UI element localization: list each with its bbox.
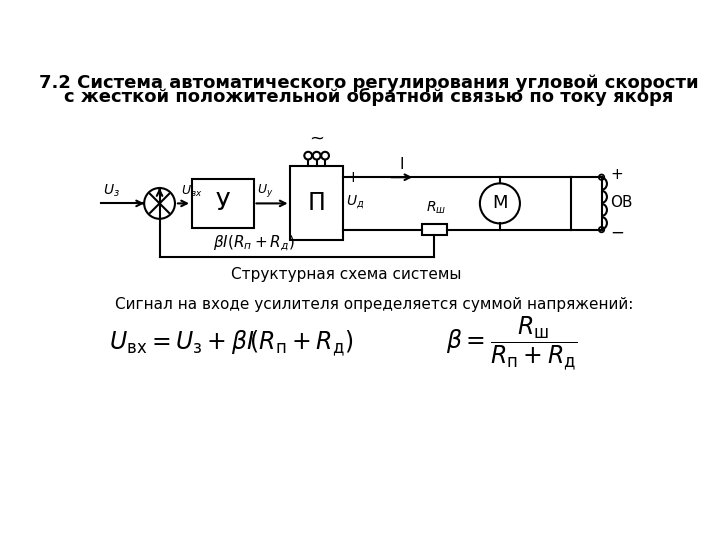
Text: 7.2 Система автоматического регулирования угловой скорости: 7.2 Система автоматического регулировани… [39,74,699,92]
Text: ~: ~ [309,129,324,147]
Text: $U_д$: $U_д$ [346,193,364,211]
Text: $U_з$: $U_з$ [102,183,120,199]
Text: П: П [307,191,325,214]
Text: $U_{вх}$: $U_{вх}$ [181,184,202,199]
Text: У: У [215,191,230,214]
Bar [422,224,447,235]
Text: −: − [346,220,360,239]
Text: М: М [492,194,508,212]
Text: −: − [610,224,624,242]
Text: I: I [399,157,404,172]
Text: +: + [611,167,624,181]
Text: с жесткой положительной обратной связью по току якоря: с жесткой положительной обратной связью … [64,88,674,106]
Bar [290,166,343,240]
Text: $\beta = \dfrac{R_{\rm ш}}{R_{\rm п} + R_{\rm д}}$: $\beta = \dfrac{R_{\rm ш}}{R_{\rm п} + R… [446,314,577,373]
Bar [192,179,253,228]
Text: Сигнал на входе усилителя определяется суммой напряжений:: Сигнал на входе усилителя определяется с… [115,298,634,312]
Text: $\beta I(R_п + R_д)$: $\beta I(R_п + R_д)$ [212,233,294,253]
Text: $U_у$: $U_у$ [256,182,273,199]
Text: Структурная схема системы: Структурная схема системы [230,267,461,281]
Text: +: + [346,170,359,185]
Text: $R_{ш}$: $R_{ш}$ [426,200,446,217]
Text: $U_{\rm вх} = U_{\rm з} + \beta I\!\left(R_{\rm п} + R_{\rm д}\right)$: $U_{\rm вх} = U_{\rm з} + \beta I\!\left… [109,329,353,359]
Text: ОВ: ОВ [610,195,632,210]
